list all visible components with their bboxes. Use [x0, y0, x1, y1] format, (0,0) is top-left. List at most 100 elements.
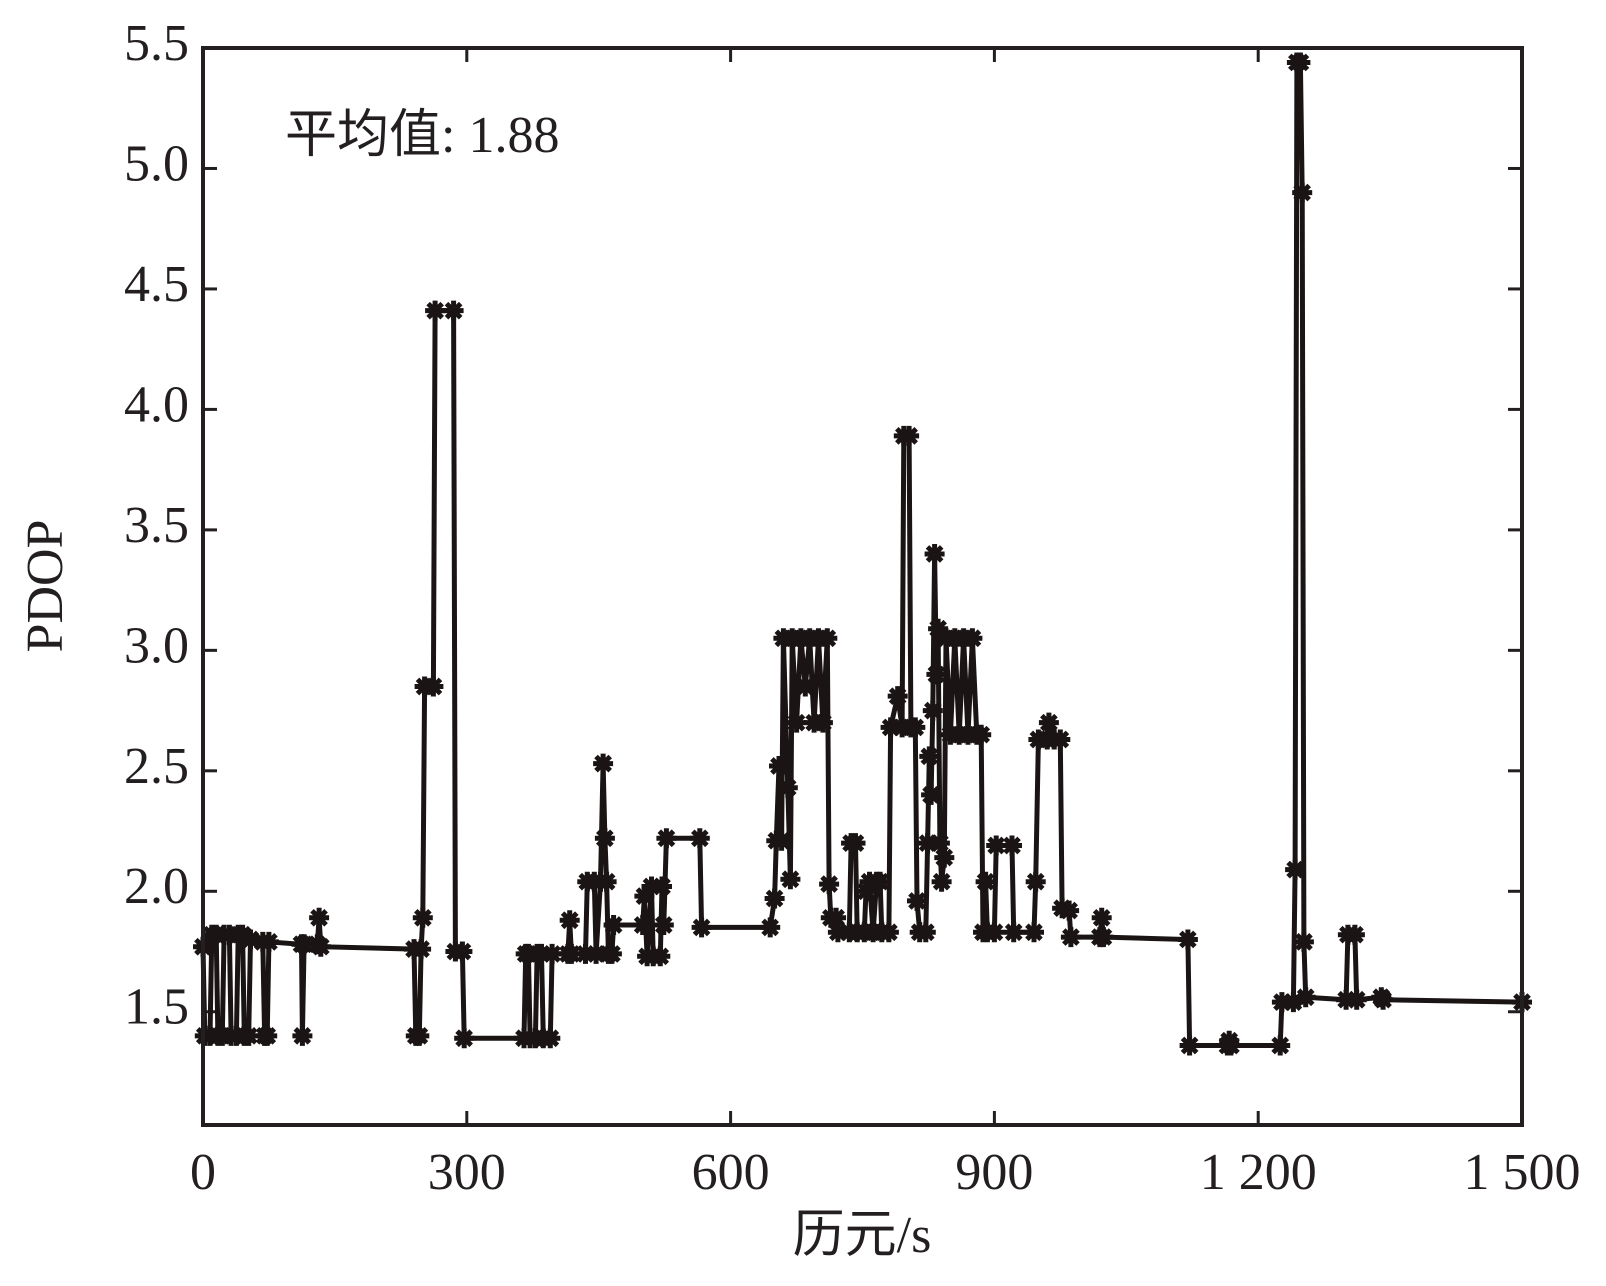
data-point	[1038, 712, 1059, 733]
data-point	[411, 939, 432, 960]
data-point	[984, 922, 1005, 943]
data-point	[443, 300, 464, 321]
data-point	[561, 943, 582, 964]
x-tick-label: 300	[428, 1144, 506, 1201]
data-point	[425, 300, 446, 321]
data-point	[603, 915, 624, 935]
data-point	[899, 425, 920, 446]
data-point	[819, 874, 840, 895]
data-point	[634, 886, 655, 907]
data-point	[826, 907, 847, 928]
data-point	[1179, 1035, 1200, 1056]
data-point	[641, 876, 662, 897]
data-point	[1060, 927, 1081, 948]
data-point	[931, 871, 952, 892]
data-point	[760, 917, 781, 938]
data-point	[1283, 992, 1304, 1013]
data-point	[257, 1025, 278, 1046]
data-point	[1025, 871, 1046, 892]
data-point	[926, 664, 947, 685]
data-point	[1270, 1035, 1291, 1056]
data-point	[812, 712, 833, 733]
data-point	[596, 871, 617, 892]
x-axis-label: 历元/s	[793, 1207, 932, 1264]
data-point	[929, 833, 950, 854]
data-point	[575, 943, 596, 964]
x-tick-label: 600	[692, 1144, 770, 1201]
data-point	[870, 871, 891, 892]
data-point	[258, 931, 279, 952]
data-point	[771, 830, 792, 851]
data-point	[1091, 907, 1112, 928]
data-point	[423, 676, 444, 697]
data-point	[845, 833, 866, 854]
y-tick-label: 2.0	[124, 858, 189, 915]
data-point	[786, 712, 807, 733]
x-tick-label: 1 200	[1200, 1144, 1317, 1201]
data-point	[594, 828, 615, 849]
data-point	[921, 784, 942, 805]
data-point	[1271, 992, 1292, 1013]
data-point	[817, 628, 838, 649]
data-point	[601, 943, 622, 964]
data-point	[769, 756, 789, 776]
y-tick-label: 1.5	[124, 979, 189, 1036]
data-point	[653, 915, 674, 935]
plot-frame	[201, 46, 1524, 1127]
data-point	[1177, 929, 1198, 950]
data-point	[922, 700, 943, 721]
data-point	[310, 936, 331, 957]
data-point	[632, 915, 653, 935]
data-point	[856, 881, 876, 902]
data-point	[656, 828, 677, 849]
data-point	[780, 869, 801, 890]
data-point	[986, 835, 1007, 856]
data-point	[1346, 989, 1367, 1010]
y-tick-label: 5.0	[124, 135, 189, 192]
data-point	[240, 929, 261, 950]
data-point	[238, 1025, 259, 1046]
y-tick-label: 5.5	[124, 15, 189, 72]
data-point	[1290, 52, 1311, 73]
data-point	[1295, 987, 1316, 1008]
data-point	[1002, 835, 1022, 856]
data-point	[292, 1025, 313, 1046]
data-point	[294, 934, 315, 955]
data-point	[924, 544, 945, 564]
data-point	[905, 717, 926, 738]
data-point	[650, 946, 671, 967]
data-point	[764, 888, 785, 909]
data-point	[915, 922, 936, 943]
data-point	[878, 922, 899, 943]
data-point	[907, 890, 927, 911]
data-point	[1293, 931, 1314, 952]
data-point	[917, 833, 938, 854]
data-point	[1093, 927, 1114, 948]
data-point	[1220, 1035, 1241, 1056]
data-point	[1336, 989, 1357, 1010]
data-point	[691, 917, 712, 938]
data-point	[409, 1025, 430, 1046]
data-point	[1292, 182, 1313, 203]
data-point	[971, 724, 992, 745]
data-point	[593, 753, 614, 774]
data-point	[795, 676, 816, 697]
annotation: 平均值: 1.88	[285, 107, 559, 164]
data-point	[531, 943, 552, 964]
x-tick-label: 0	[190, 1144, 216, 1201]
data-point	[1003, 922, 1024, 943]
data-point	[452, 941, 473, 962]
data-point	[887, 686, 908, 707]
data-point	[777, 777, 798, 798]
data-point	[309, 907, 330, 928]
data-point	[559, 910, 580, 931]
data-point	[1024, 922, 1044, 943]
data-point	[454, 1028, 475, 1049]
data-point	[975, 871, 996, 892]
data-point	[928, 618, 949, 639]
x-tick-label: 1 500	[1464, 1144, 1581, 1201]
data-point	[919, 746, 940, 767]
data-point	[1059, 900, 1080, 921]
